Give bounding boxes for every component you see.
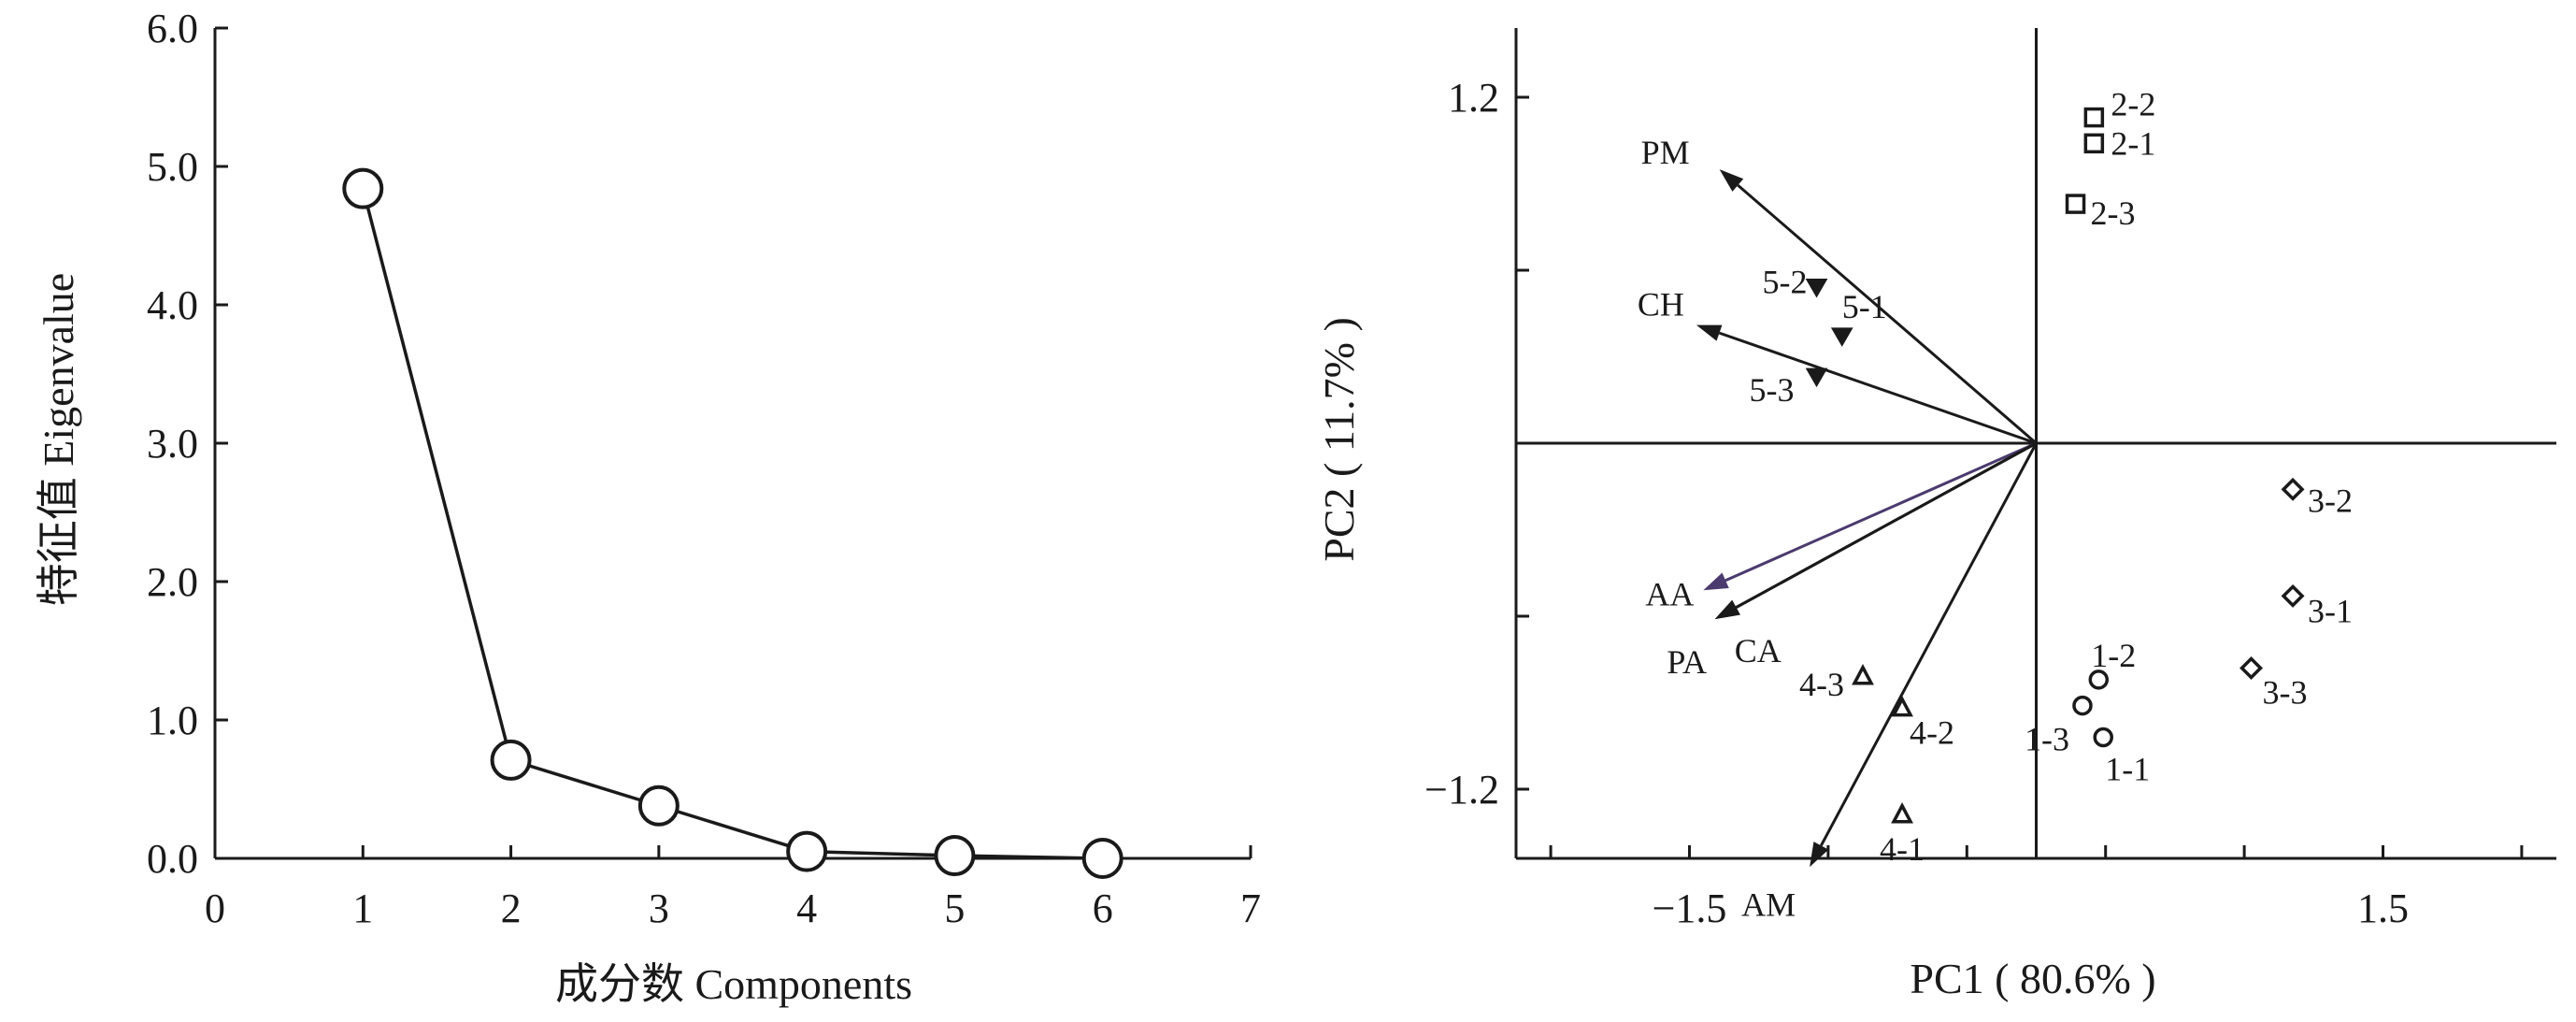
sample-label-2-2: 2-2 <box>2111 86 2155 123</box>
loading-label-am: AM <box>1741 885 1796 923</box>
sample-marker-2-1 <box>2083 133 2105 154</box>
sample-label-1-2: 1-2 <box>2091 637 2136 674</box>
scree-plot: 0.0 1.0 2.0 3.0 4.0 5.0 6.0 0 1 2 3 4 5 6 7 成分数 Compon… <box>35 6 1261 1008</box>
sample-marker-1-1 <box>2093 727 2113 748</box>
x-tick-label: 4 <box>796 885 817 931</box>
scree-axes: 0.0 1.0 2.0 3.0 4.0 5.0 6.0 0 1 2 3 4 5 6 7 <box>147 6 1261 931</box>
y-tick-label: 5.0 <box>147 144 198 190</box>
sample-label-2-3: 2-3 <box>2091 194 2136 232</box>
loading-arrow-am <box>1820 442 2038 847</box>
data-point <box>342 167 384 209</box>
sample-marker-3-1 <box>2281 583 2305 608</box>
x-tick-label: −1.5 <box>1653 885 1727 931</box>
sample-points: 1-1 1-2 1-3 2-12-2 2-3 3-1 3-2 3-3 4-1 4-2 4-3 5-1 5… <box>1750 86 2354 868</box>
scree-points <box>342 167 1123 879</box>
data-point <box>637 784 680 827</box>
loading-arrow-aa <box>1724 441 2038 583</box>
y-tick-label: 3.0 <box>147 421 198 467</box>
x-tick-label: 1 <box>352 885 373 931</box>
y-tick-label: −1.2 <box>1424 767 1499 813</box>
sample-marker-5-1 <box>1830 327 1853 347</box>
y-tick-label: 6.0 <box>147 6 198 51</box>
y-tick-label: 1.0 <box>147 698 198 743</box>
sample-marker-3-3 <box>2240 656 2263 680</box>
sample-label-5-2: 5-2 <box>1763 264 1808 301</box>
sample-label-5-1: 5-1 <box>1842 288 1887 325</box>
sample-marker-3-2 <box>2281 477 2305 501</box>
data-point <box>490 739 532 781</box>
sample-label-4-1: 4-1 <box>1880 830 1925 868</box>
loading-label-aa: AA <box>1645 575 1694 612</box>
x-tick-label: 2 <box>501 885 522 931</box>
sample-label-1-3: 1-3 <box>2025 721 2069 758</box>
sample-marker-5-2 <box>1805 279 1828 298</box>
loading-label-ch: CH <box>1638 286 1684 324</box>
sample-marker-1-3 <box>2072 695 2093 716</box>
loading-arrowhead-ch <box>1696 324 1723 341</box>
data-point <box>934 835 976 877</box>
sample-label-3-3: 3-3 <box>2263 674 2308 712</box>
sample-marker-2-3 <box>2065 194 2086 214</box>
y-tick-label: 2.0 <box>147 559 198 605</box>
sample-marker-5-3 <box>1805 367 1828 388</box>
sample-label-3-1: 3-1 <box>2308 592 2353 629</box>
pc2-axis-label: PC2 ( 11.7% ) <box>1315 317 1363 562</box>
sample-label-4-2: 4-2 <box>1910 714 1954 752</box>
data-point <box>786 830 828 872</box>
x-tick-label: 7 <box>1240 885 1261 931</box>
x-tick-label: 6 <box>1093 885 1113 931</box>
sample-label-3-2: 3-2 <box>2308 482 2353 519</box>
loading-label-ca: CA <box>1735 632 1782 669</box>
sample-marker-4-2 <box>1891 695 1913 717</box>
loading-arrowhead-pm <box>1719 169 1744 192</box>
y-tick-label: 1.2 <box>1448 75 1499 121</box>
y-axis-label: 特征值 Eigenvalue <box>35 273 82 606</box>
biplot-axes: −1.5 1.5 1.2 −1.2 <box>1424 28 2556 931</box>
loading-label-pa: PA <box>1667 643 1707 681</box>
sample-label-4-3: 4-3 <box>1799 666 1844 703</box>
x-tick-label: 3 <box>649 885 669 931</box>
sample-marker-4-1 <box>1891 802 1913 824</box>
pc1-axis-label: PC1 ( 80.6% ) <box>1910 955 2155 1002</box>
loading-arrowhead-am <box>1810 842 1829 868</box>
x-tick-label: 0 <box>205 885 225 931</box>
sample-marker-4-3 <box>1852 664 1874 685</box>
sample-label-1-1: 1-1 <box>2105 751 2150 788</box>
loading-arrowhead-aa <box>1703 572 1729 591</box>
loading-arrow-pm <box>1737 183 2038 445</box>
pca-biplot: −1.5 1.5 1.2 −1.2 PM CH AA CA PA AM 1-1 1-2 1-3 2-1… <box>1315 28 2556 1002</box>
sample-label-5-3: 5-3 <box>1750 371 1795 409</box>
data-point <box>1081 838 1123 879</box>
sample-label-2-1: 2-1 <box>2111 124 2155 162</box>
loading-vectors: PM CH AA CA PA AM <box>1638 134 2038 923</box>
y-tick-label: 0.0 <box>147 836 198 882</box>
x-tick-label: 1.5 <box>2357 885 2409 931</box>
y-tick-label: 4.0 <box>147 282 198 328</box>
scree-line <box>361 188 1103 860</box>
loading-arrow-pa <box>1735 441 2038 609</box>
loading-arrow-ch <box>1718 331 2037 445</box>
x-axis-label: 成分数 Components <box>555 960 912 1008</box>
x-tick-label: 5 <box>944 885 965 931</box>
sample-marker-2-2 <box>2083 107 2105 128</box>
sample-marker-1-2 <box>2088 669 2110 690</box>
series-line <box>361 188 1103 860</box>
loading-arrowhead-pa <box>1714 599 1740 620</box>
loading-label-pm: PM <box>1641 134 1690 171</box>
